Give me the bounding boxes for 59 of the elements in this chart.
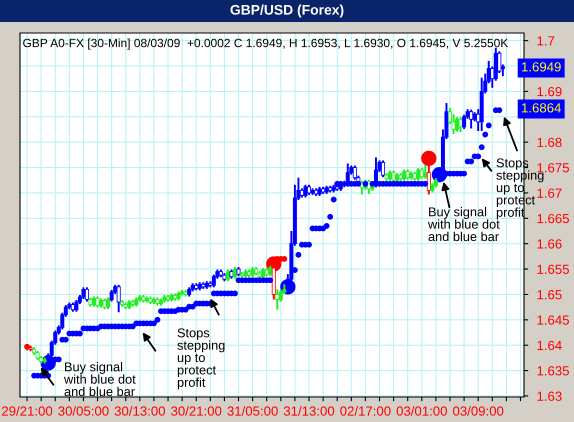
candlestick	[187, 286, 192, 298]
annotation: Buy signal with blue dot and blue bar	[64, 362, 136, 396]
candlestick	[434, 177, 438, 188]
x-tick-label: 31/13:00	[284, 406, 334, 416]
candlestick	[116, 284, 121, 314]
candlestick	[381, 159, 386, 178]
x-tick-label: 03/01:00	[396, 406, 447, 416]
candlestick	[455, 116, 460, 132]
y-tick-label: 1.69	[538, 86, 562, 96]
candlestick	[36, 350, 40, 361]
text: 1.6864	[522, 103, 561, 113]
x-tick-label: 31/05:00	[227, 406, 278, 416]
y-tick-label: 1.665	[538, 214, 569, 224]
chart-title: GBP/USD (Forex)	[230, 4, 344, 18]
x-tick-label: 29/21:00	[2, 406, 52, 416]
chart-subtitle: GBP A0-FX [30-Min] 08/03/09 +0.0002 C 1.6949, H 1.6953, L 1.6930, O 1.6945, V 5.2550K	[23, 38, 508, 50]
candlestick	[99, 298, 104, 309]
candlestick	[406, 168, 410, 181]
x-tick-label: 02/17:00	[340, 406, 391, 416]
y-tick-label: 1.7	[538, 36, 554, 46]
candlestick	[226, 268, 230, 282]
y-tick-label: 1.63	[538, 392, 562, 401]
annotation: Stops stepping up to protect profit	[177, 328, 224, 390]
y-tick-label: 1.66	[538, 239, 562, 249]
candlestick	[303, 184, 308, 198]
x-tick-label: 30/21:00	[171, 406, 222, 416]
candlestick	[423, 164, 428, 180]
y-tick-label: 1.65	[538, 290, 562, 300]
candlestick	[110, 288, 114, 303]
y-tick-label: 1.635	[538, 366, 569, 376]
candlestick	[106, 296, 110, 310]
candlestick	[92, 296, 96, 308]
x-tick-label: 30/13:00	[114, 406, 165, 416]
candlestick	[176, 290, 181, 302]
candlestick	[229, 268, 234, 280]
y-tick-label: 1.645	[538, 315, 569, 325]
candlestick	[430, 182, 434, 194]
candlestick	[420, 167, 424, 180]
candlestick	[70, 302, 75, 313]
y-tick-label: 1.675	[538, 163, 569, 172]
candlestick	[212, 274, 216, 288]
y-tick-label: 1.67	[538, 188, 562, 198]
candlestick	[127, 299, 132, 310]
x-tick-label: 03/09:00	[453, 406, 504, 416]
candlestick	[232, 266, 237, 280]
candlestick	[268, 265, 272, 278]
point	[421, 150, 436, 166]
y-tick-label: 1.68	[538, 138, 562, 148]
candlestick	[307, 184, 312, 196]
x-tick-label: 30/05:00	[58, 406, 109, 416]
candlestick	[102, 298, 107, 310]
y-tick-label: 1.64	[538, 340, 562, 350]
candlestick	[96, 296, 100, 309]
candlestick	[84, 286, 89, 303]
text: 1.6949	[522, 62, 561, 72]
y-tick-label: 1.655	[538, 264, 569, 274]
candlestick	[318, 186, 322, 197]
candlestick	[74, 299, 78, 313]
candlestick	[134, 296, 138, 308]
